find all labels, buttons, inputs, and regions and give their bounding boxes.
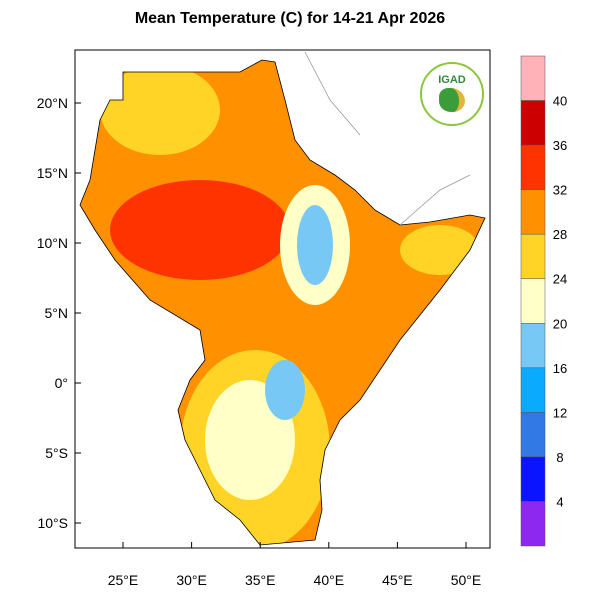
colorbar-swatch [520,456,546,502]
colorbar-swatch [520,367,546,413]
colorbar-label: 20 [553,316,567,331]
colorbar-label: 40 [553,94,567,109]
x-tick-label: 40°E [314,572,345,588]
y-tick-label: 15°N [37,165,68,181]
y-tick-label: 0° [55,375,68,391]
colorbar-label: 28 [553,227,567,242]
colorbar-swatch [520,412,546,458]
colorbar-swatch [520,55,546,101]
colorbar-swatch [520,144,546,190]
colorbar-swatch [520,323,546,369]
colorbar-label: 4 [556,494,563,509]
colorbar-label: 24 [553,272,567,287]
africa-icon [439,88,465,112]
x-tick-label: 50°E [451,572,482,588]
colorbar-swatch [520,501,546,547]
y-tick-label: 5°N [45,305,69,321]
y-tick-label: 20°N [37,95,68,111]
map-title: Mean Temperature (C) for 14-21 Apr 2026 [134,10,446,27]
colorbar-swatch [520,278,546,324]
x-tick-label: 25°E [108,572,139,588]
logo-text: IGAD [438,74,466,86]
igad-logo: IGAD [420,62,484,126]
colorbar-label: 16 [553,361,567,376]
colorbar-swatch [520,100,546,146]
x-tick-label: 35°E [245,572,276,588]
y-tick-label: 10°S [37,515,68,531]
colorbar-label: 12 [553,405,567,420]
y-tick-label: 5°S [45,445,68,461]
x-tick-label: 45°E [382,572,413,588]
colorbar-label: 36 [553,138,567,153]
colorbar-swatch [520,233,546,279]
colorbar-label: 32 [553,183,567,198]
colorbar-swatch [520,189,546,235]
x-tick-label: 30°E [176,572,207,588]
y-tick-label: 10°N [37,235,68,251]
colorbar-label: 8 [556,450,563,465]
